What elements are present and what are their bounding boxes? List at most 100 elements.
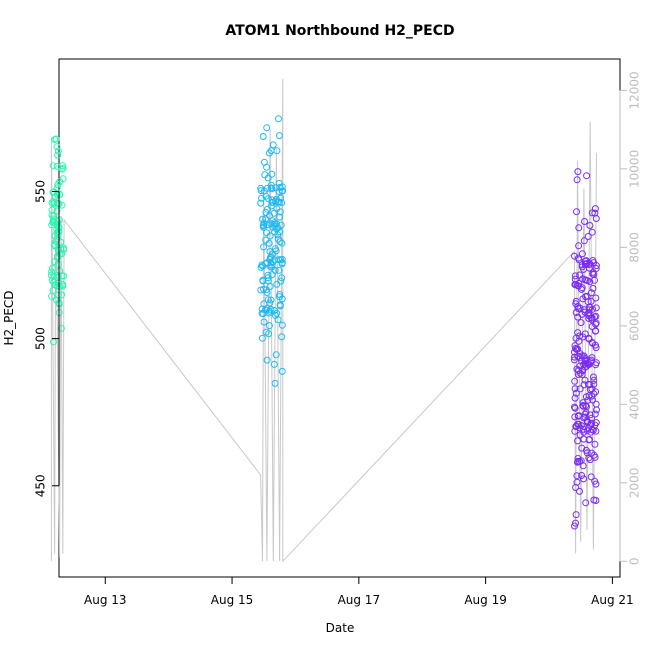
- data-point: [585, 335, 593, 343]
- data-point: [273, 220, 281, 228]
- data-point: [277, 194, 285, 202]
- data-point: [278, 255, 286, 263]
- data-point: [264, 277, 272, 285]
- data-point: [260, 219, 268, 227]
- data-point: [574, 329, 582, 337]
- data-point: [259, 215, 267, 223]
- data-point: [585, 303, 593, 311]
- data-point: [586, 386, 594, 393]
- data-point: [574, 437, 582, 445]
- data-point: [589, 373, 597, 381]
- data-point: [263, 259, 271, 267]
- data-point: [54, 181, 62, 188]
- data-point: [270, 360, 278, 368]
- data-point: [590, 259, 598, 267]
- data-point: [571, 522, 578, 530]
- data-point: [54, 231, 62, 239]
- data-point: [591, 477, 599, 485]
- data-point: [59, 280, 67, 288]
- data-point: [268, 185, 276, 193]
- data-point: [274, 316, 282, 324]
- data-point: [275, 266, 283, 274]
- data-point: [588, 354, 596, 362]
- data-point: [571, 413, 579, 421]
- data-point: [573, 208, 580, 216]
- data-point: [257, 199, 265, 207]
- secondary-trace: [50, 78, 597, 563]
- data-point: [579, 402, 587, 409]
- data-point: [575, 256, 583, 264]
- y-tick-label: 500: [34, 327, 48, 350]
- data-point: [59, 175, 67, 183]
- data-point: [260, 285, 268, 293]
- x-tick-label: Aug 17: [338, 593, 381, 607]
- data-point: [263, 163, 271, 171]
- data-point: [276, 302, 284, 310]
- data-point: [275, 293, 283, 301]
- data-points: [47, 115, 600, 530]
- data-point: [53, 143, 61, 151]
- data-point: [269, 217, 276, 225]
- data-point: [571, 377, 579, 385]
- data-point: [576, 385, 584, 393]
- data-point: [575, 242, 583, 250]
- data-point: [584, 418, 592, 426]
- x-tick-label: Aug 15: [211, 593, 254, 607]
- data-point: [276, 238, 284, 246]
- data-point: [571, 403, 578, 411]
- data-point: [576, 431, 584, 439]
- data-point: [269, 141, 277, 149]
- y-axis-label: H2_PECD: [2, 290, 16, 345]
- data-point: [49, 162, 57, 170]
- data-point: [53, 207, 61, 215]
- data-point: [56, 191, 64, 199]
- data-point: [278, 333, 286, 341]
- data-point: [270, 307, 278, 314]
- data-point: [268, 196, 276, 204]
- data-point: [588, 420, 596, 428]
- data-point: [581, 218, 588, 225]
- data-point: [278, 274, 286, 282]
- data-point: [257, 263, 265, 271]
- data-point: [260, 318, 268, 326]
- data-point: [575, 280, 583, 287]
- data-point: [578, 472, 586, 479]
- data-point: [577, 319, 585, 327]
- data-point: [588, 209, 596, 217]
- data-point: [580, 475, 587, 483]
- plot-frame: [58, 58, 621, 578]
- data-point: [263, 124, 271, 132]
- data-point: [591, 440, 599, 448]
- chart-title: ATOM1 Northbound H2_PECD: [225, 23, 454, 39]
- data-point: [588, 228, 596, 236]
- data-point: [258, 334, 266, 342]
- data-point: [580, 237, 588, 245]
- data-point: [262, 236, 270, 244]
- x-tick-label: Aug 21: [591, 593, 634, 607]
- data-point: [582, 393, 590, 401]
- y2-tick-label: 12000: [628, 71, 642, 109]
- data-point: [590, 390, 598, 398]
- data-point: [267, 147, 275, 155]
- data-point: [571, 272, 579, 280]
- data-point: [571, 275, 579, 283]
- data-point: [266, 299, 274, 307]
- y-tick-label: 450: [34, 474, 48, 497]
- data-point: [590, 380, 598, 388]
- data-point: [278, 321, 286, 329]
- data-point: [583, 172, 591, 180]
- data-point: [54, 260, 62, 268]
- data-point: [572, 484, 580, 491]
- data-point: [48, 292, 56, 300]
- data-point: [264, 195, 272, 203]
- data-point: [572, 519, 579, 527]
- data-point: [591, 209, 599, 217]
- y-axis-secondary: 0 2000 4000 6000 8000 10000 12000: [619, 71, 642, 565]
- data-point: [54, 254, 61, 261]
- data-point: [588, 323, 596, 330]
- data-point: [578, 285, 585, 293]
- data-point: [59, 162, 67, 170]
- data-point: [273, 205, 281, 213]
- data-point: [267, 253, 275, 261]
- data-point: [571, 353, 578, 361]
